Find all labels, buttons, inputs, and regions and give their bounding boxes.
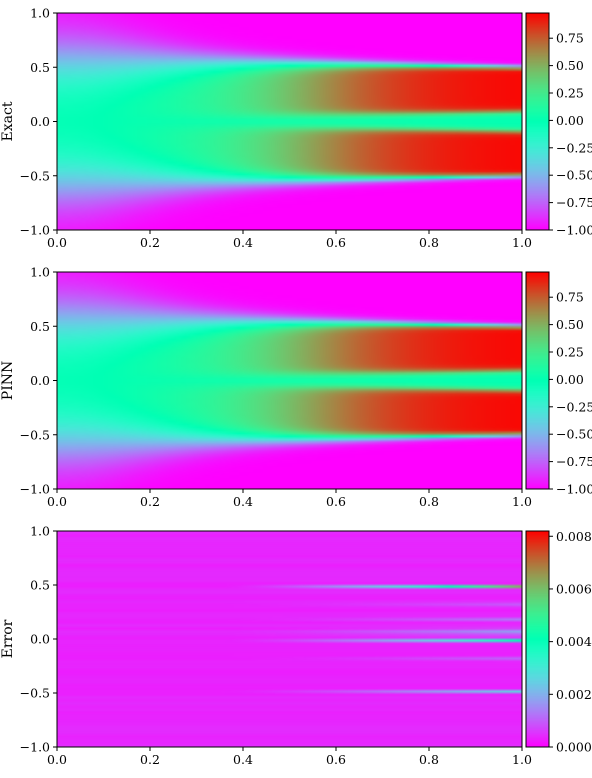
y-tick-label: −1.0 (20, 223, 50, 238)
panel-3: 0.0 0.2 0.4 0.6 0.8 1.0 1.0 0.5 0.0 −0.5 −1.0 Error… (0, 524, 592, 768)
colorbar-frame (525, 530, 550, 748)
x-tick-label: 0.6 (326, 235, 346, 250)
colorbar (526, 272, 549, 489)
colorbar-tick-label: 0.75 (556, 31, 584, 46)
panel-2: 0.0 0.2 0.4 0.6 0.8 1.0 1.0 0.5 0.0 −0.5 −1.0 PINN 0… (0, 265, 592, 510)
x-tick-label: 0.4 (233, 494, 253, 509)
colorbar-tick-label: 0.000 (556, 740, 592, 755)
y-tick-label: 0.5 (30, 578, 50, 593)
x-tick-label: 1.0 (512, 494, 532, 509)
y-tick-label: 0.5 (30, 60, 50, 75)
colorbar-tick-label: 0.25 (556, 86, 584, 101)
x-tick-label: 1.0 (512, 752, 532, 767)
colorbar-tick-label: 0.006 (556, 581, 592, 596)
colorbar-tick-label: −0.75 (556, 454, 592, 469)
x-tick-label: 0.8 (419, 235, 439, 250)
x-tick-label: 0.2 (140, 752, 160, 767)
x-tick-label: 0.0 (47, 752, 67, 767)
colorbar-tick-label: −0.50 (556, 427, 592, 442)
heatmap-image (57, 531, 522, 747)
x-tick-label: 0.2 (140, 494, 160, 509)
y-tick-label: 0.0 (30, 373, 50, 388)
x-tick-label: 0.8 (419, 494, 439, 509)
heatmap-image (57, 13, 522, 230)
x-tick-label: 0.8 (419, 752, 439, 767)
colorbar-tick-label: −0.75 (556, 195, 592, 210)
y-tick-label: 0.0 (30, 632, 50, 647)
colorbar-frame (525, 271, 550, 490)
colorbar-frame (525, 12, 550, 231)
panel-1: 0.0 0.2 0.4 0.6 0.8 1.0 1.0 0.5 0.0 −0.5 −1.0 Exact… (0, 6, 592, 251)
colorbar-tick-label: 0.00 (556, 372, 584, 387)
x-tick-label: 0.6 (326, 494, 346, 509)
x-tick-label: 0.6 (326, 752, 346, 767)
y-tick-label: −1.0 (20, 740, 50, 755)
x-tick-label: 0.4 (233, 752, 253, 767)
colorbar-tick-label: 0.002 (556, 687, 592, 702)
x-tick-label: 0.0 (47, 235, 67, 250)
y-tick-label: 1.0 (30, 6, 50, 21)
x-tick-label: 0.0 (47, 494, 67, 509)
x-tick-label: 0.2 (140, 235, 160, 250)
colorbar-tick-label: 0.50 (556, 317, 584, 332)
y-axis-label: PINN (0, 361, 16, 400)
colorbar-tick-label: −0.25 (556, 140, 592, 155)
y-tick-label: 1.0 (30, 265, 50, 280)
heatmap-image (57, 272, 522, 489)
y-axis-label: Exact (0, 101, 16, 141)
y-tick-label: −0.5 (20, 427, 50, 442)
colorbar-tick-label: 0.00 (556, 113, 584, 128)
colorbar-tick-label: 0.75 (556, 290, 584, 305)
y-tick-label: 0.0 (30, 114, 50, 129)
y-tick-label: −1.0 (20, 482, 50, 497)
x-tick-label: 1.0 (512, 235, 532, 250)
y-tick-label: 0.5 (30, 319, 50, 334)
colorbar (526, 531, 549, 747)
y-tick-label: −0.5 (20, 686, 50, 701)
colorbar-tick-label: 0.25 (556, 345, 584, 360)
colorbar-tick-label: −1.00 (556, 223, 592, 238)
colorbar-tick-label: −0.50 (556, 168, 592, 183)
x-tick-label: 0.4 (233, 235, 253, 250)
y-tick-label: −0.5 (20, 168, 50, 183)
y-tick-label: 1.0 (30, 524, 50, 539)
y-axis-label: Error (0, 619, 16, 658)
colorbar-tick-label: 0.004 (556, 634, 592, 649)
colorbar-tick-label: −1.00 (556, 482, 592, 497)
colorbar-tick-label: 0.50 (556, 58, 584, 73)
colorbar (526, 13, 549, 230)
colorbar-tick-label: 0.008 (556, 529, 592, 544)
colorbar-tick-label: −0.25 (556, 399, 592, 414)
